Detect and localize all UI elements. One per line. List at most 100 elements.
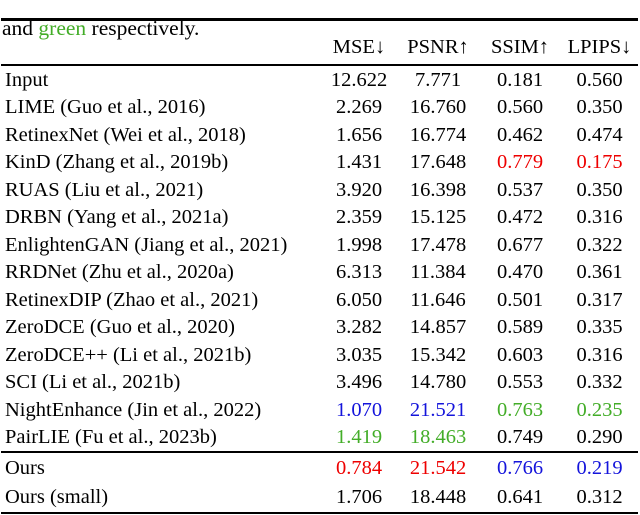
table-header: MSE↓ PSNR↑ SSIM↑ LPIPS↓ xyxy=(1,20,638,66)
method-name: Input xyxy=(5,68,49,91)
method-name: SCI (Li et al., 2021b) xyxy=(5,371,181,393)
metric-psnr-value: 17.648 xyxy=(409,151,467,173)
table-row: NightEnhance (Jin et al., 2022) 1.070 21… xyxy=(1,396,638,424)
metric-lpips-value: 0.219 xyxy=(576,456,623,479)
table-row: ZeroDCE (Guo et al., 2020) 3.282 14.857 … xyxy=(1,314,638,342)
table-footer-ours-section: Ours 0.784 21.542 0.766 0.219 Ours (smal… xyxy=(1,452,638,513)
method-name: KinD (Zhang et al., 2019b) xyxy=(5,151,229,173)
table-row: KinD (Zhang et al., 2019b) 1.431 17.648 … xyxy=(1,149,638,177)
metric-lpips-value: 0.332 xyxy=(576,371,623,393)
metric-psnr-value: 11.646 xyxy=(410,288,466,311)
metric-psnr-value: 15.125 xyxy=(409,206,467,228)
metric-lpips-value: 0.317 xyxy=(576,288,623,311)
metric-lpips-value: 0.322 xyxy=(576,233,623,256)
metric-psnr-value: 14.857 xyxy=(409,316,467,338)
method-name: Ours (small) xyxy=(5,486,109,508)
metric-lpips-value: 0.312 xyxy=(576,486,623,508)
method-name: LIME (Guo et al., 2016) xyxy=(5,96,206,118)
metric-lpips-value: 0.350 xyxy=(576,96,623,118)
metric-lpips-value: 0.175 xyxy=(576,151,623,173)
metric-psnr-value: 11.384 xyxy=(410,261,466,283)
metric-ssim-value: 0.462 xyxy=(496,123,544,146)
metric-mse-value: 0.784 xyxy=(335,456,383,479)
metric-ssim-value: 0.560 xyxy=(496,96,544,118)
metric-mse-value: 12.622 xyxy=(330,68,388,91)
psnr-label: PSNR xyxy=(407,36,459,58)
metric-mse-value: 1.706 xyxy=(335,486,383,508)
down-arrow-icon: ↓ xyxy=(374,36,386,58)
method-name: RRDNet (Zhu et al., 2020a) xyxy=(5,261,234,283)
metric-psnr-value: 16.398 xyxy=(409,178,467,201)
mse-label: MSE xyxy=(332,36,375,58)
up-arrow-icon: ↑ xyxy=(538,36,550,58)
results-table: MSE↓ PSNR↑ SSIM↑ LPIPS↓ Input 12.622 7.7… xyxy=(1,18,638,514)
table-row: EnlightenGAN (Jiang et al., 2021) 1.998 … xyxy=(1,231,638,259)
col-header-psnr: PSNR↑ xyxy=(397,20,479,66)
metric-psnr-value: 21.542 xyxy=(409,456,467,479)
metric-mse-value: 1.998 xyxy=(335,233,383,256)
method-name: RetinexNet (Wei et al., 2018) xyxy=(5,123,246,146)
table-row: SCI (Li et al., 2021b) 3.496 14.780 0.55… xyxy=(1,369,638,397)
metric-mse-value: 3.496 xyxy=(335,371,383,393)
metric-ssim-value: 0.472 xyxy=(496,206,544,228)
metric-ssim-value: 0.470 xyxy=(496,261,544,283)
metric-ssim-value: 0.537 xyxy=(496,178,544,201)
metric-mse-value: 2.269 xyxy=(335,96,383,118)
down-arrow-icon: ↓ xyxy=(621,36,632,58)
method-column-header xyxy=(1,20,321,66)
col-header-mse: MSE↓ xyxy=(321,20,397,66)
table-row: RetinexDIP (Zhao et al., 2021) 6.050 11.… xyxy=(1,286,638,314)
metric-lpips-value: 0.290 xyxy=(576,426,623,448)
method-name: ZeroDCE (Guo et al., 2020) xyxy=(5,316,235,338)
caption-suffix: respectively. xyxy=(86,15,200,40)
metric-mse-value: 6.050 xyxy=(335,288,383,311)
metric-mse-value: 3.035 xyxy=(335,343,383,366)
metric-lpips-value: 0.361 xyxy=(576,261,623,283)
metric-lpips-value: 0.560 xyxy=(576,68,623,91)
metric-ssim-value: 0.779 xyxy=(496,151,544,173)
metric-ssim-value: 0.501 xyxy=(496,288,544,311)
metric-mse-value: 3.282 xyxy=(335,316,383,338)
up-arrow-icon: ↑ xyxy=(458,36,469,58)
metric-psnr-value: 18.463 xyxy=(409,426,467,448)
metric-ssim-value: 0.181 xyxy=(496,68,544,91)
ssim-label: SSIM xyxy=(490,36,539,58)
table-body: Input 12.622 7.771 0.181 0.560 LIME (Guo… xyxy=(1,65,638,452)
metric-ssim-value: 0.603 xyxy=(496,343,544,366)
method-name: EnlightenGAN (Jiang et al., 2021) xyxy=(5,233,288,256)
metric-psnr-value: 14.780 xyxy=(409,371,467,393)
table-row: RRDNet (Zhu et al., 2020a) 6.313 11.384 … xyxy=(1,259,638,287)
metric-mse-value: 1.070 xyxy=(335,398,383,421)
metric-lpips-value: 0.474 xyxy=(576,123,623,146)
lpips-label: LPIPS xyxy=(567,36,622,58)
method-name: Ours xyxy=(5,456,45,479)
caption-green-word: green xyxy=(38,15,87,40)
metric-psnr-value: 21.521 xyxy=(409,398,467,421)
col-header-ssim: SSIM↑ xyxy=(479,20,561,66)
metric-psnr-value: 16.774 xyxy=(409,123,467,146)
metric-psnr-value: 15.342 xyxy=(409,343,467,366)
method-name: RUAS (Liu et al., 2021) xyxy=(5,178,204,201)
metric-mse-value: 1.656 xyxy=(335,123,383,146)
caption-prefix: and xyxy=(2,15,39,40)
method-name: DRBN (Yang et al., 2021a) xyxy=(5,206,229,228)
table-row: RetinexNet (Wei et al., 2018) 1.656 16.7… xyxy=(1,121,638,149)
metric-mse-value: 1.431 xyxy=(335,151,383,173)
metric-psnr-value: 17.478 xyxy=(409,233,467,256)
metric-ssim-value: 0.641 xyxy=(496,486,544,508)
metric-lpips-value: 0.316 xyxy=(576,343,623,366)
table-row: LIME (Guo et al., 2016) 2.269 16.760 0.5… xyxy=(1,94,638,122)
col-header-lpips: LPIPS↓ xyxy=(561,20,638,66)
metric-mse-value: 1.419 xyxy=(335,426,383,448)
table-row: Ours 0.784 21.542 0.766 0.219 xyxy=(1,452,638,483)
table-row: Ours (small) 1.706 18.448 0.641 0.312 xyxy=(1,483,638,514)
table-row: DRBN (Yang et al., 2021a) 2.359 15.125 0… xyxy=(1,204,638,232)
metric-lpips-value: 0.316 xyxy=(576,206,623,228)
metric-mse-value: 3.920 xyxy=(335,178,383,201)
caption-text: and green respectively. xyxy=(2,15,200,41)
metric-ssim-value: 0.766 xyxy=(496,456,544,479)
header-row: MSE↓ PSNR↑ SSIM↑ LPIPS↓ xyxy=(1,20,638,66)
metric-ssim-value: 0.749 xyxy=(496,426,544,448)
metric-psnr-value: 7.771 xyxy=(414,68,462,91)
method-name: PairLIE (Fu et al., 2023b) xyxy=(5,426,217,448)
